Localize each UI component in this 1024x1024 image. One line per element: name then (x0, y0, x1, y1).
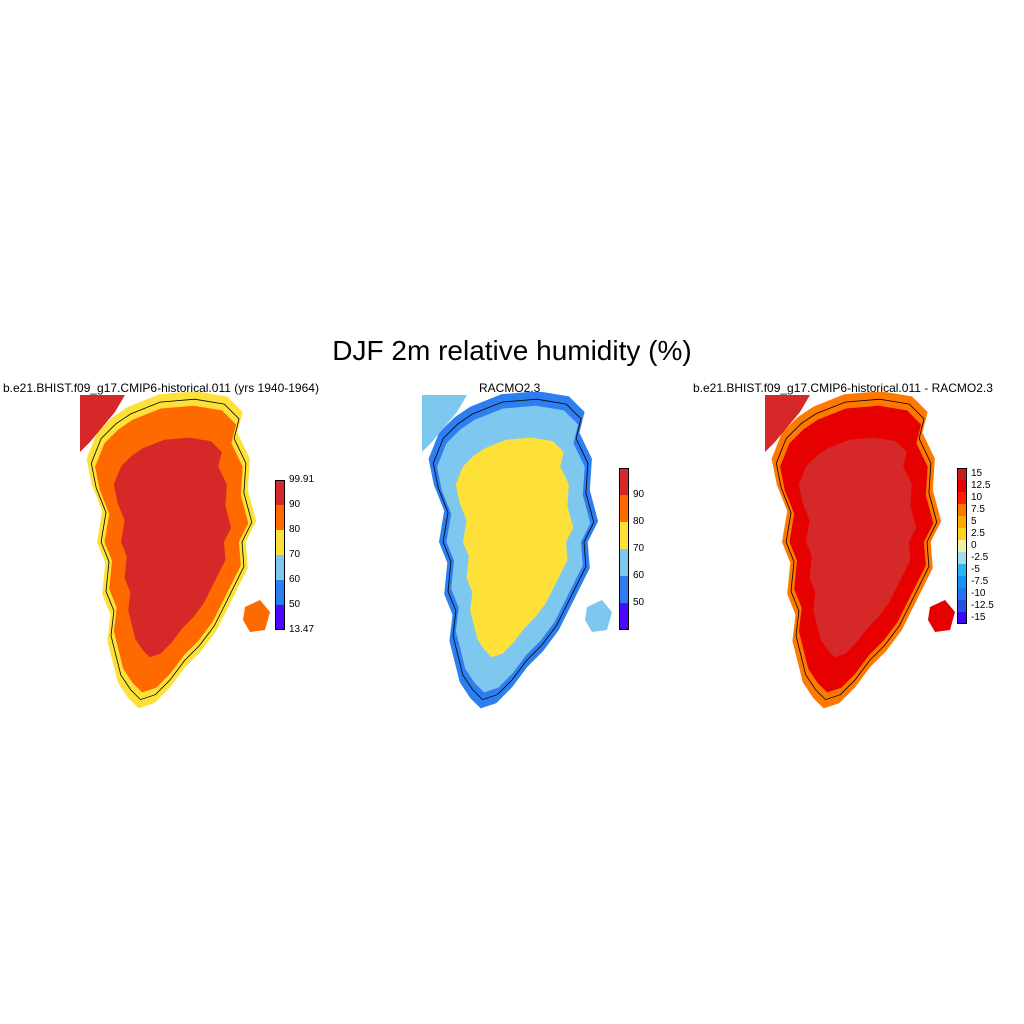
colorbar-segment (957, 564, 967, 576)
map-interior-field (798, 437, 917, 658)
colorbar-segment (619, 549, 629, 576)
colorbar-label: 50 (289, 599, 301, 610)
colorbar-label: 12.5 (971, 480, 991, 491)
colorbar-label: 5 (971, 516, 977, 527)
map-northwest-block (422, 395, 467, 452)
colorbar-segment (619, 468, 629, 495)
figure-title: DJF 2m relative humidity (%) (332, 335, 692, 366)
map-interior-field (455, 437, 574, 658)
colorbar-label: 60 (289, 574, 301, 585)
greenland-map-racmo (422, 392, 612, 709)
map-iceland-fragment (928, 600, 955, 632)
map-iceland-fragment (243, 600, 270, 632)
map-coastline (775, 398, 938, 701)
colorbar-label: 80 (633, 516, 645, 527)
colorbar-segment (957, 492, 967, 504)
colorbar-segment (957, 468, 967, 480)
greenland-map-model (80, 392, 270, 709)
colorbar-segment (619, 603, 629, 630)
panel-title-model: b.e21.BHIST.f09_g17.CMIP6-historical.011… (3, 381, 319, 395)
colorbar-label: -7.5 (971, 576, 989, 587)
colorbar-segment (957, 480, 967, 492)
colorbar-label: 13.47 (289, 624, 315, 635)
colorbar-segment (275, 580, 285, 605)
colorbar-segment (957, 540, 967, 552)
colorbar-label: 15 (971, 468, 983, 479)
colorbar-label: 50 (633, 597, 645, 608)
colorbar-frame (957, 468, 967, 624)
colorbar-segment (957, 588, 967, 600)
colorbar-label: 2.5 (971, 528, 985, 539)
colorbar-segment (957, 552, 967, 564)
map-iceland-fragment (585, 600, 612, 632)
colorbar-label: 70 (633, 543, 645, 554)
colorbar-label: -12.5 (971, 600, 994, 611)
colorbar-label: 60 (633, 570, 645, 581)
colorbar-segment (275, 505, 285, 530)
map-northwest-block (765, 395, 810, 452)
colorbar-segment (957, 528, 967, 540)
colorbar-frame (275, 480, 285, 630)
colorbar-frame (619, 468, 629, 630)
colorbar-label: 0 (971, 540, 977, 551)
colorbar-model: 13.47 50 60 70 80 90 99.91 (275, 474, 335, 635)
colorbar-label: 99.91 (289, 474, 315, 485)
colorbar-segment (957, 576, 967, 588)
colorbar-label: 10 (971, 492, 983, 503)
colorbar-label: -10 (971, 588, 986, 599)
map-coastline (90, 398, 253, 701)
greenland-map-difference (765, 392, 955, 709)
colorbar-label: 70 (289, 549, 301, 560)
colorbar-segment (275, 605, 285, 630)
map-northwest-block (80, 395, 125, 452)
colorbar-segment (275, 480, 285, 505)
map-interior-field (113, 437, 232, 658)
map-coastline (432, 398, 595, 701)
panel-title-racmo: RACMO2.3 (479, 381, 541, 395)
panel-title-difference: b.e21.BHIST.f09_g17.CMIP6-historical.011… (693, 381, 993, 395)
colorbar-segment (619, 522, 629, 549)
colorbar-segment (619, 495, 629, 522)
colorbar-label: -15 (971, 612, 986, 623)
colorbar-segment (957, 600, 967, 612)
colorbar-label: 80 (289, 524, 301, 535)
colorbar-segment (957, 516, 967, 528)
colorbar-segment (275, 530, 285, 555)
colorbar-racmo: 50 60 70 80 90 (619, 468, 679, 630)
colorbar-segment (957, 612, 967, 624)
colorbar-segment (275, 555, 285, 580)
colorbar-label: 90 (289, 499, 301, 510)
colorbar-segment (619, 576, 629, 603)
colorbar-difference: -15 -12.5 -10 -7.5 -5 -2.5 0 2.5 5 7.5 10 12.5 15 (957, 468, 1017, 624)
colorbar-label: -2.5 (971, 552, 989, 563)
colorbar-segment (957, 504, 967, 516)
colorbar-label: -5 (971, 564, 980, 575)
colorbar-label: 7.5 (971, 504, 985, 515)
colorbar-label: 90 (633, 489, 645, 500)
